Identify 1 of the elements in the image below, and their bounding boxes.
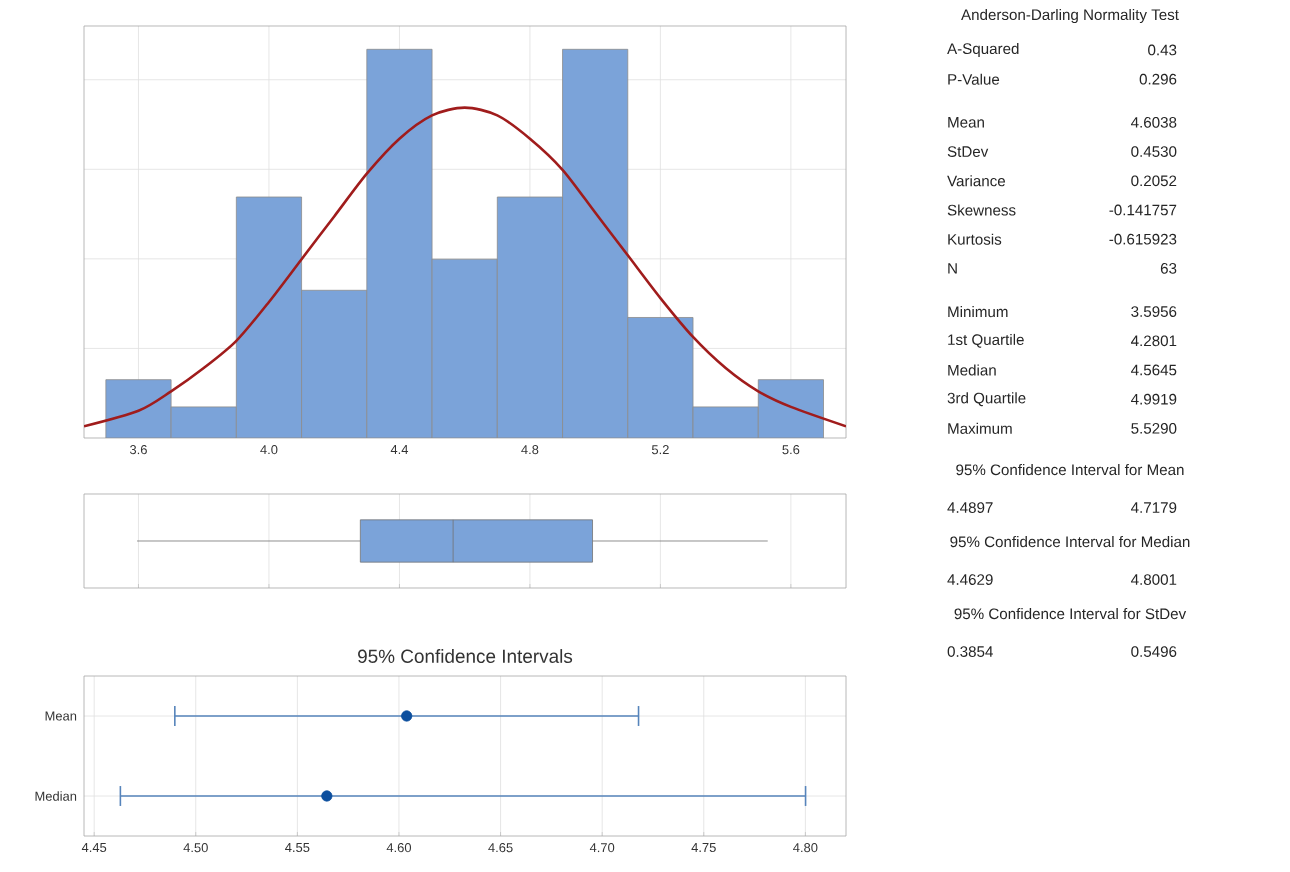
chart-title: 95% Confidence Intervals [358,649,573,663]
